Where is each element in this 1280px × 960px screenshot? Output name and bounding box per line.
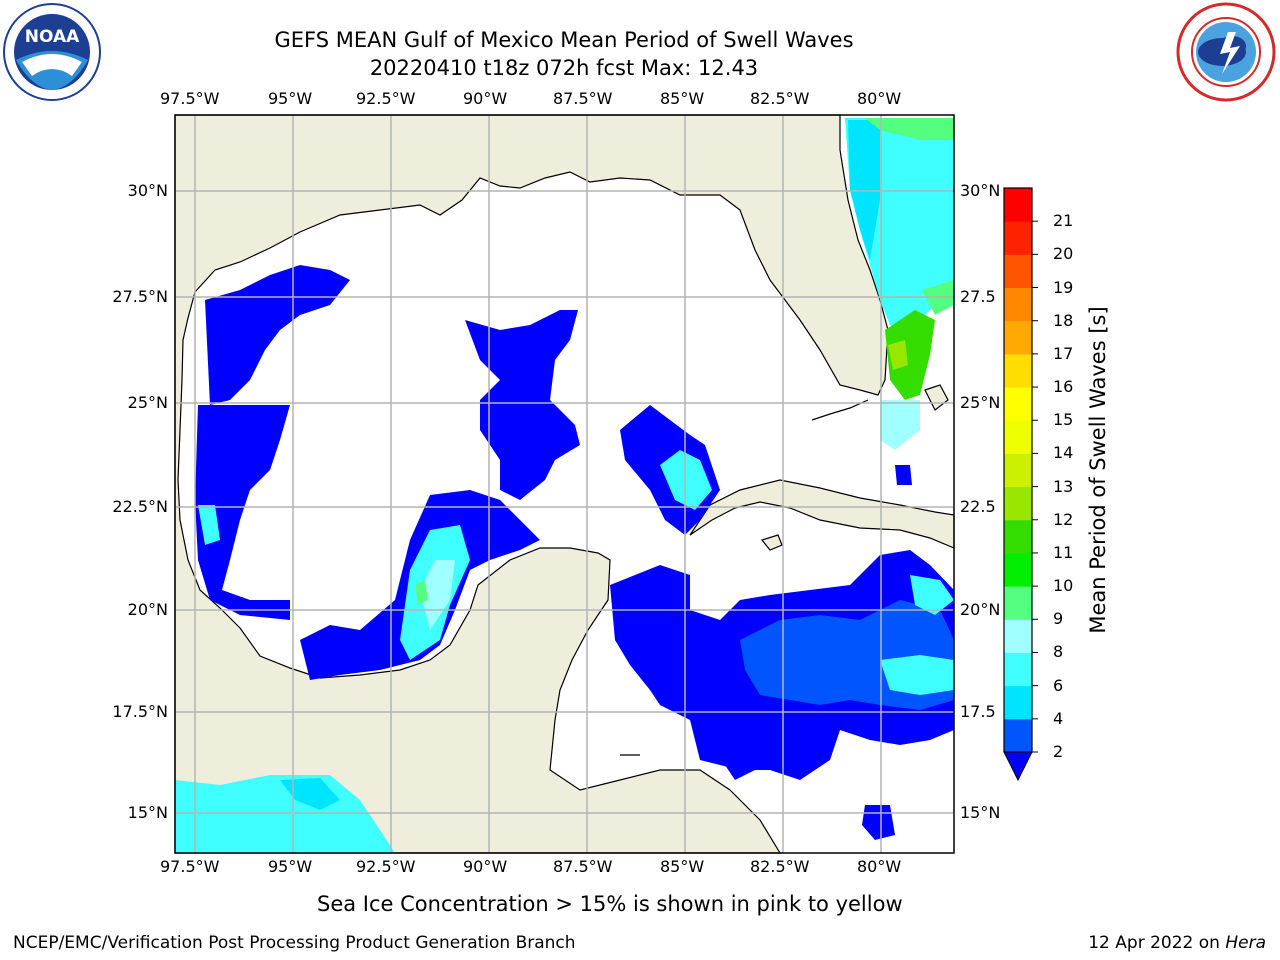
lat-label-left: 20°N bbox=[127, 600, 168, 619]
colorbar-band bbox=[1004, 519, 1032, 554]
lon-label-bottom: 92.5°W bbox=[356, 857, 416, 876]
colorbar-tick-label: 14 bbox=[1053, 443, 1074, 463]
colorbar-band bbox=[1004, 254, 1032, 289]
lat-label-left: 15°N bbox=[127, 803, 168, 822]
colorbar-tick-label: 15 bbox=[1053, 410, 1074, 430]
lat-label-right: 30°N bbox=[960, 181, 1001, 200]
lon-label-top: 92.5°W bbox=[356, 89, 416, 108]
lon-label-top: 87.5°W bbox=[553, 89, 613, 108]
colorbar-band bbox=[1004, 486, 1032, 521]
lat-label-right: 15°N bbox=[960, 803, 1001, 822]
colorbar-frame bbox=[1003, 187, 1033, 753]
colorbar-tick-label: 2 bbox=[1053, 742, 1064, 761]
colorbar-tick-label: 13 bbox=[1053, 476, 1074, 496]
credit-line: NCEP/EMC/Verification Post Processing Pr… bbox=[13, 933, 576, 953]
lon-label-top: 85°W bbox=[660, 89, 705, 108]
colorbar-band bbox=[1004, 652, 1032, 687]
lon-label-top: 82.5°W bbox=[750, 89, 810, 108]
colorbar-tick-label: 10 bbox=[1053, 576, 1074, 596]
colorbar-band bbox=[1004, 420, 1032, 454]
lon-label-bottom: 87.5°W bbox=[553, 857, 613, 876]
colorbar-tick-label: 11 bbox=[1053, 542, 1074, 562]
graticule bbox=[175, 115, 954, 853]
colorbar-tick-label: 18 bbox=[1053, 310, 1074, 330]
map-subtitle: 20220410 t18z 072h fcst Max: 12.43 bbox=[369, 56, 759, 80]
colorbar-band bbox=[1004, 353, 1032, 388]
colorbar-tick-label: 6 bbox=[1053, 675, 1064, 695]
lat-label-left: 30°N bbox=[127, 181, 168, 200]
lat-label-right: 17.5 bbox=[960, 702, 996, 721]
us-landmass bbox=[174, 114, 889, 854]
lon-label-bottom: 95°W bbox=[268, 857, 313, 876]
colorbar-band bbox=[1004, 685, 1032, 720]
colorbar-tick-label: 4 bbox=[1053, 708, 1064, 728]
swell-field bbox=[175, 118, 954, 853]
lon-label-bottom: 85°W bbox=[660, 857, 705, 876]
lon-label-bottom: 82.5°W bbox=[750, 857, 810, 876]
colorbar-tick-label: 19 bbox=[1053, 277, 1074, 297]
coastline bbox=[620, 399, 869, 756]
colorbar-tick-label: 17 bbox=[1053, 343, 1074, 363]
date-line: 12 Apr 2022 on Hera bbox=[1088, 933, 1266, 953]
colorbar-tick-label: 12 bbox=[1053, 509, 1074, 529]
colorbar-band bbox=[1004, 320, 1032, 355]
lon-label-top: 80°W bbox=[857, 89, 902, 108]
colorbar-tick-label: 16 bbox=[1053, 377, 1074, 397]
colorbar-tick-label: 21 bbox=[1053, 211, 1074, 231]
colorbar-band bbox=[1004, 552, 1032, 587]
colorbar bbox=[1003, 187, 1038, 782]
colorbar-band bbox=[1004, 453, 1032, 488]
lon-label-top: 95°W bbox=[268, 89, 313, 108]
colorbar-band bbox=[1004, 586, 1032, 620]
map-frame bbox=[174, 114, 955, 854]
lat-label-right: 20°N bbox=[960, 600, 1001, 619]
lat-label-left: 17.5°N bbox=[112, 702, 168, 721]
noaa-logo: NOAA bbox=[2, 2, 102, 102]
lat-label-left: 22.5°N bbox=[112, 497, 168, 516]
lat-label-right: 22.5 bbox=[960, 497, 996, 516]
colorbar-tick-label: 20 bbox=[1053, 244, 1074, 264]
lat-label-right: 27.5 bbox=[960, 287, 996, 306]
lon-label-bottom: 97.5°W bbox=[160, 857, 220, 876]
colorbar-band bbox=[1004, 619, 1032, 653]
lon-label-top: 90°W bbox=[463, 89, 508, 108]
lon-label-bottom: 80°W bbox=[857, 857, 902, 876]
machine-name: Hera bbox=[1225, 933, 1266, 953]
lat-label-left: 25°N bbox=[127, 393, 168, 412]
colorbar-tick-label: 8 bbox=[1053, 642, 1064, 662]
colorbar-band bbox=[1004, 221, 1032, 255]
map-title: GEFS MEAN Gulf of Mexico Mean Period of … bbox=[274, 28, 854, 52]
colorbar-band bbox=[1004, 188, 1032, 222]
colorbar-band bbox=[1004, 287, 1032, 322]
colorbar-band bbox=[1004, 718, 1032, 753]
noaa-logo-text: NOAA bbox=[25, 27, 80, 47]
colorbar-band bbox=[1004, 387, 1032, 421]
lat-label-left: 27.5°N bbox=[112, 287, 168, 306]
lat-label-right: 25°N bbox=[960, 393, 1001, 412]
isle-of-youth bbox=[760, 534, 783, 551]
date-text: 12 Apr 2022 on bbox=[1088, 933, 1226, 953]
colorbar-tick-label: 9 bbox=[1053, 609, 1064, 629]
lon-label-bottom: 90°W bbox=[463, 857, 508, 876]
nws-logo bbox=[1176, 2, 1276, 102]
lon-label-top: 97.5°W bbox=[160, 89, 220, 108]
